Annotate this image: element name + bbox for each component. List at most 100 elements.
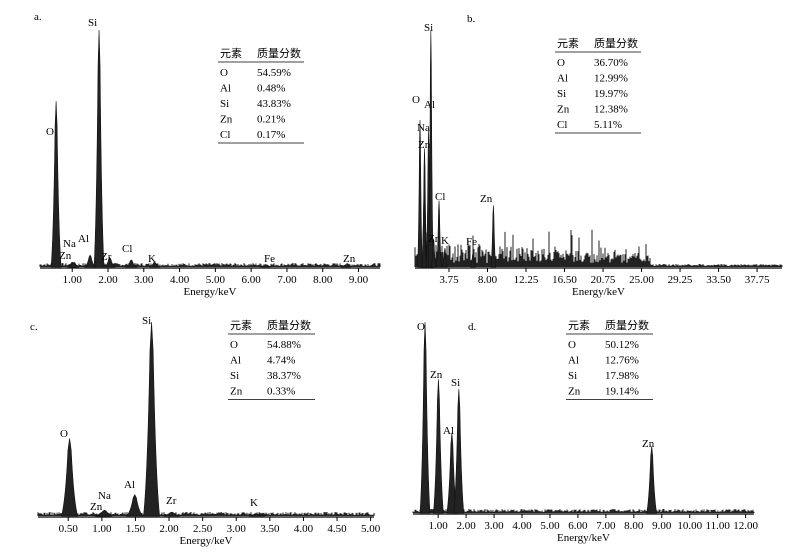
table-cell-element: Cl (220, 129, 230, 141)
spectrum-peak-zn (646, 446, 658, 514)
spectrum-peak-fe (470, 252, 476, 268)
table-header-mass-fraction: 质量分数 (605, 319, 649, 332)
peak-label-zr: Zr (101, 251, 112, 263)
x-tick-label: 4.00 (512, 520, 532, 532)
x-tick-label: 9.00 (349, 274, 369, 286)
spectrum-peak-fe (260, 264, 271, 268)
x-tick-label: 8.00 (478, 274, 498, 286)
panel-letter: d. (468, 321, 477, 333)
composition-table: 元素 质量分数 O 36.70% Al 12.99% Si 19.97% Zn 12.38% Cl 5… (555, 37, 641, 134)
x-tick-label: 37.75 (745, 274, 770, 286)
peak-label-o: O (412, 94, 420, 106)
peak-label-cl: Cl (435, 191, 445, 203)
table-cell-mass-fraction: 54.88% (267, 339, 301, 351)
x-tick-label: 33.50 (706, 274, 731, 286)
spectrum-peak-zn (421, 195, 427, 268)
x-tick-label: 4.00 (170, 274, 190, 286)
peak-label-si: Si (142, 315, 151, 327)
x-axis-title: Energy/keV (184, 286, 237, 298)
peak-label-na: Na (63, 238, 76, 250)
spectrum-peak-si (453, 388, 465, 514)
x-tick-label: 12.25 (514, 274, 539, 286)
table-cell-element: Cl (557, 119, 567, 131)
table-cell-mass-fraction: 50.12% (605, 339, 639, 351)
table-cell-element: O (568, 339, 576, 351)
spectrum-peak-zn (433, 379, 444, 514)
x-tick-label: 2.00 (159, 523, 179, 535)
table-cell-mass-fraction: 4.74% (267, 355, 295, 367)
x-tick-label: 3.75 (439, 274, 459, 286)
table-cell-element: Al (557, 73, 568, 85)
spectrum-peak-zr (103, 256, 116, 268)
table-cell-mass-fraction: 0.33% (267, 386, 295, 398)
table-cell-element: Si (568, 370, 577, 382)
peak-label-zn: Zn (480, 193, 493, 205)
peak-label-al: Al (443, 425, 454, 437)
table-cell-mass-fraction: 5.11% (594, 119, 622, 131)
table-cell-element: Al (220, 83, 231, 95)
spectrum-peak-k (442, 247, 448, 268)
peak-label-k: K (250, 497, 258, 509)
composition-table: 元素 质量分数 O 50.12% Al 12.76% Si 17.98% Zn 19.14% (566, 319, 653, 400)
panel-letter: b. (467, 13, 476, 25)
x-tick-label: 1.00 (63, 274, 83, 286)
spectrum-peak-si (93, 29, 105, 268)
spectrum-noise (37, 512, 375, 516)
table-header-element: 元素 (557, 37, 579, 50)
peak-label-al: Al (124, 479, 135, 491)
x-tick-label: 5.00 (361, 523, 381, 535)
peak-label-cl: Cl (122, 243, 132, 255)
table-cell-element: Al (568, 355, 579, 367)
spectrum-peak-na (68, 261, 80, 268)
table-header-mass-fraction: 质量分数 (257, 47, 301, 60)
spectrum-noise (412, 509, 755, 513)
x-axis-title: Energy/keV (180, 535, 233, 547)
table-cell-mass-fraction: 19.97% (594, 88, 628, 100)
spectrum-panel-2: b. O Na Zn Al Si Cl Zr K Fe Zn 3.75 8.00 12.25 16.50 20… (412, 13, 783, 298)
x-tick-label: 20.75 (591, 274, 616, 286)
peak-label-zn: Zn (90, 501, 103, 513)
peak-label-zn: Zn (418, 139, 431, 151)
x-tick-label: 3.00 (227, 523, 247, 535)
table-cell-mass-fraction: 17.98% (605, 370, 639, 382)
x-tick-label: 0.50 (59, 523, 79, 535)
peak-label-zr: Zr (166, 495, 177, 507)
x-tick-label: 10.00 (677, 520, 702, 532)
composition-table: 元素 质量分数 O 54.59% Al 0.48% Si 43.83% Zn 0.21% Cl 0.1… (218, 47, 304, 144)
peak-label-o: O (60, 428, 68, 440)
peak-label-al: Al (78, 233, 89, 245)
x-tick-label: 2.00 (456, 520, 476, 532)
x-tick-label: 25.00 (629, 274, 654, 286)
x-tick-label: 3.50 (260, 523, 280, 535)
spectrum-peak-zr (430, 238, 437, 268)
spectrum-peak-cl (125, 259, 138, 268)
table-cell-element: Al (230, 355, 241, 367)
x-tick-label: 8.00 (624, 520, 644, 532)
peak-label-si: Si (424, 22, 433, 34)
table-cell-element: Zn (220, 114, 233, 126)
spectrum-peak-o (417, 120, 423, 268)
x-axis-title: Energy/keV (557, 532, 610, 544)
table-cell-mass-fraction: 38.37% (267, 370, 301, 382)
x-tick-label: 16.50 (552, 274, 577, 286)
table-cell-mass-fraction: 19.14% (605, 386, 639, 398)
table-cell-mass-fraction: 12.99% (594, 73, 628, 85)
table-cell-mass-fraction: 36.70% (594, 57, 628, 69)
x-tick-label: 3.00 (134, 274, 154, 286)
table-cell-mass-fraction: 0.21% (257, 114, 285, 126)
table-cell-element: Zn (230, 386, 243, 398)
peak-label-fe: Fe (466, 236, 477, 248)
peak-label-k: K (441, 235, 449, 247)
table-header-element: 元素 (568, 319, 590, 332)
table-cell-mass-fraction: 0.48% (257, 83, 285, 95)
table-cell-element: O (230, 339, 238, 351)
x-tick-label: 1.00 (92, 523, 112, 535)
spectrum-peak-al (126, 493, 144, 517)
x-tick-label: 1.50 (126, 523, 146, 535)
table-header-element: 元素 (220, 47, 242, 60)
spectrum-peak-zn (490, 205, 497, 268)
panel-letter: a. (34, 11, 42, 23)
spectrum-peak-si (428, 29, 434, 268)
x-tick-label: 3.00 (484, 520, 504, 532)
